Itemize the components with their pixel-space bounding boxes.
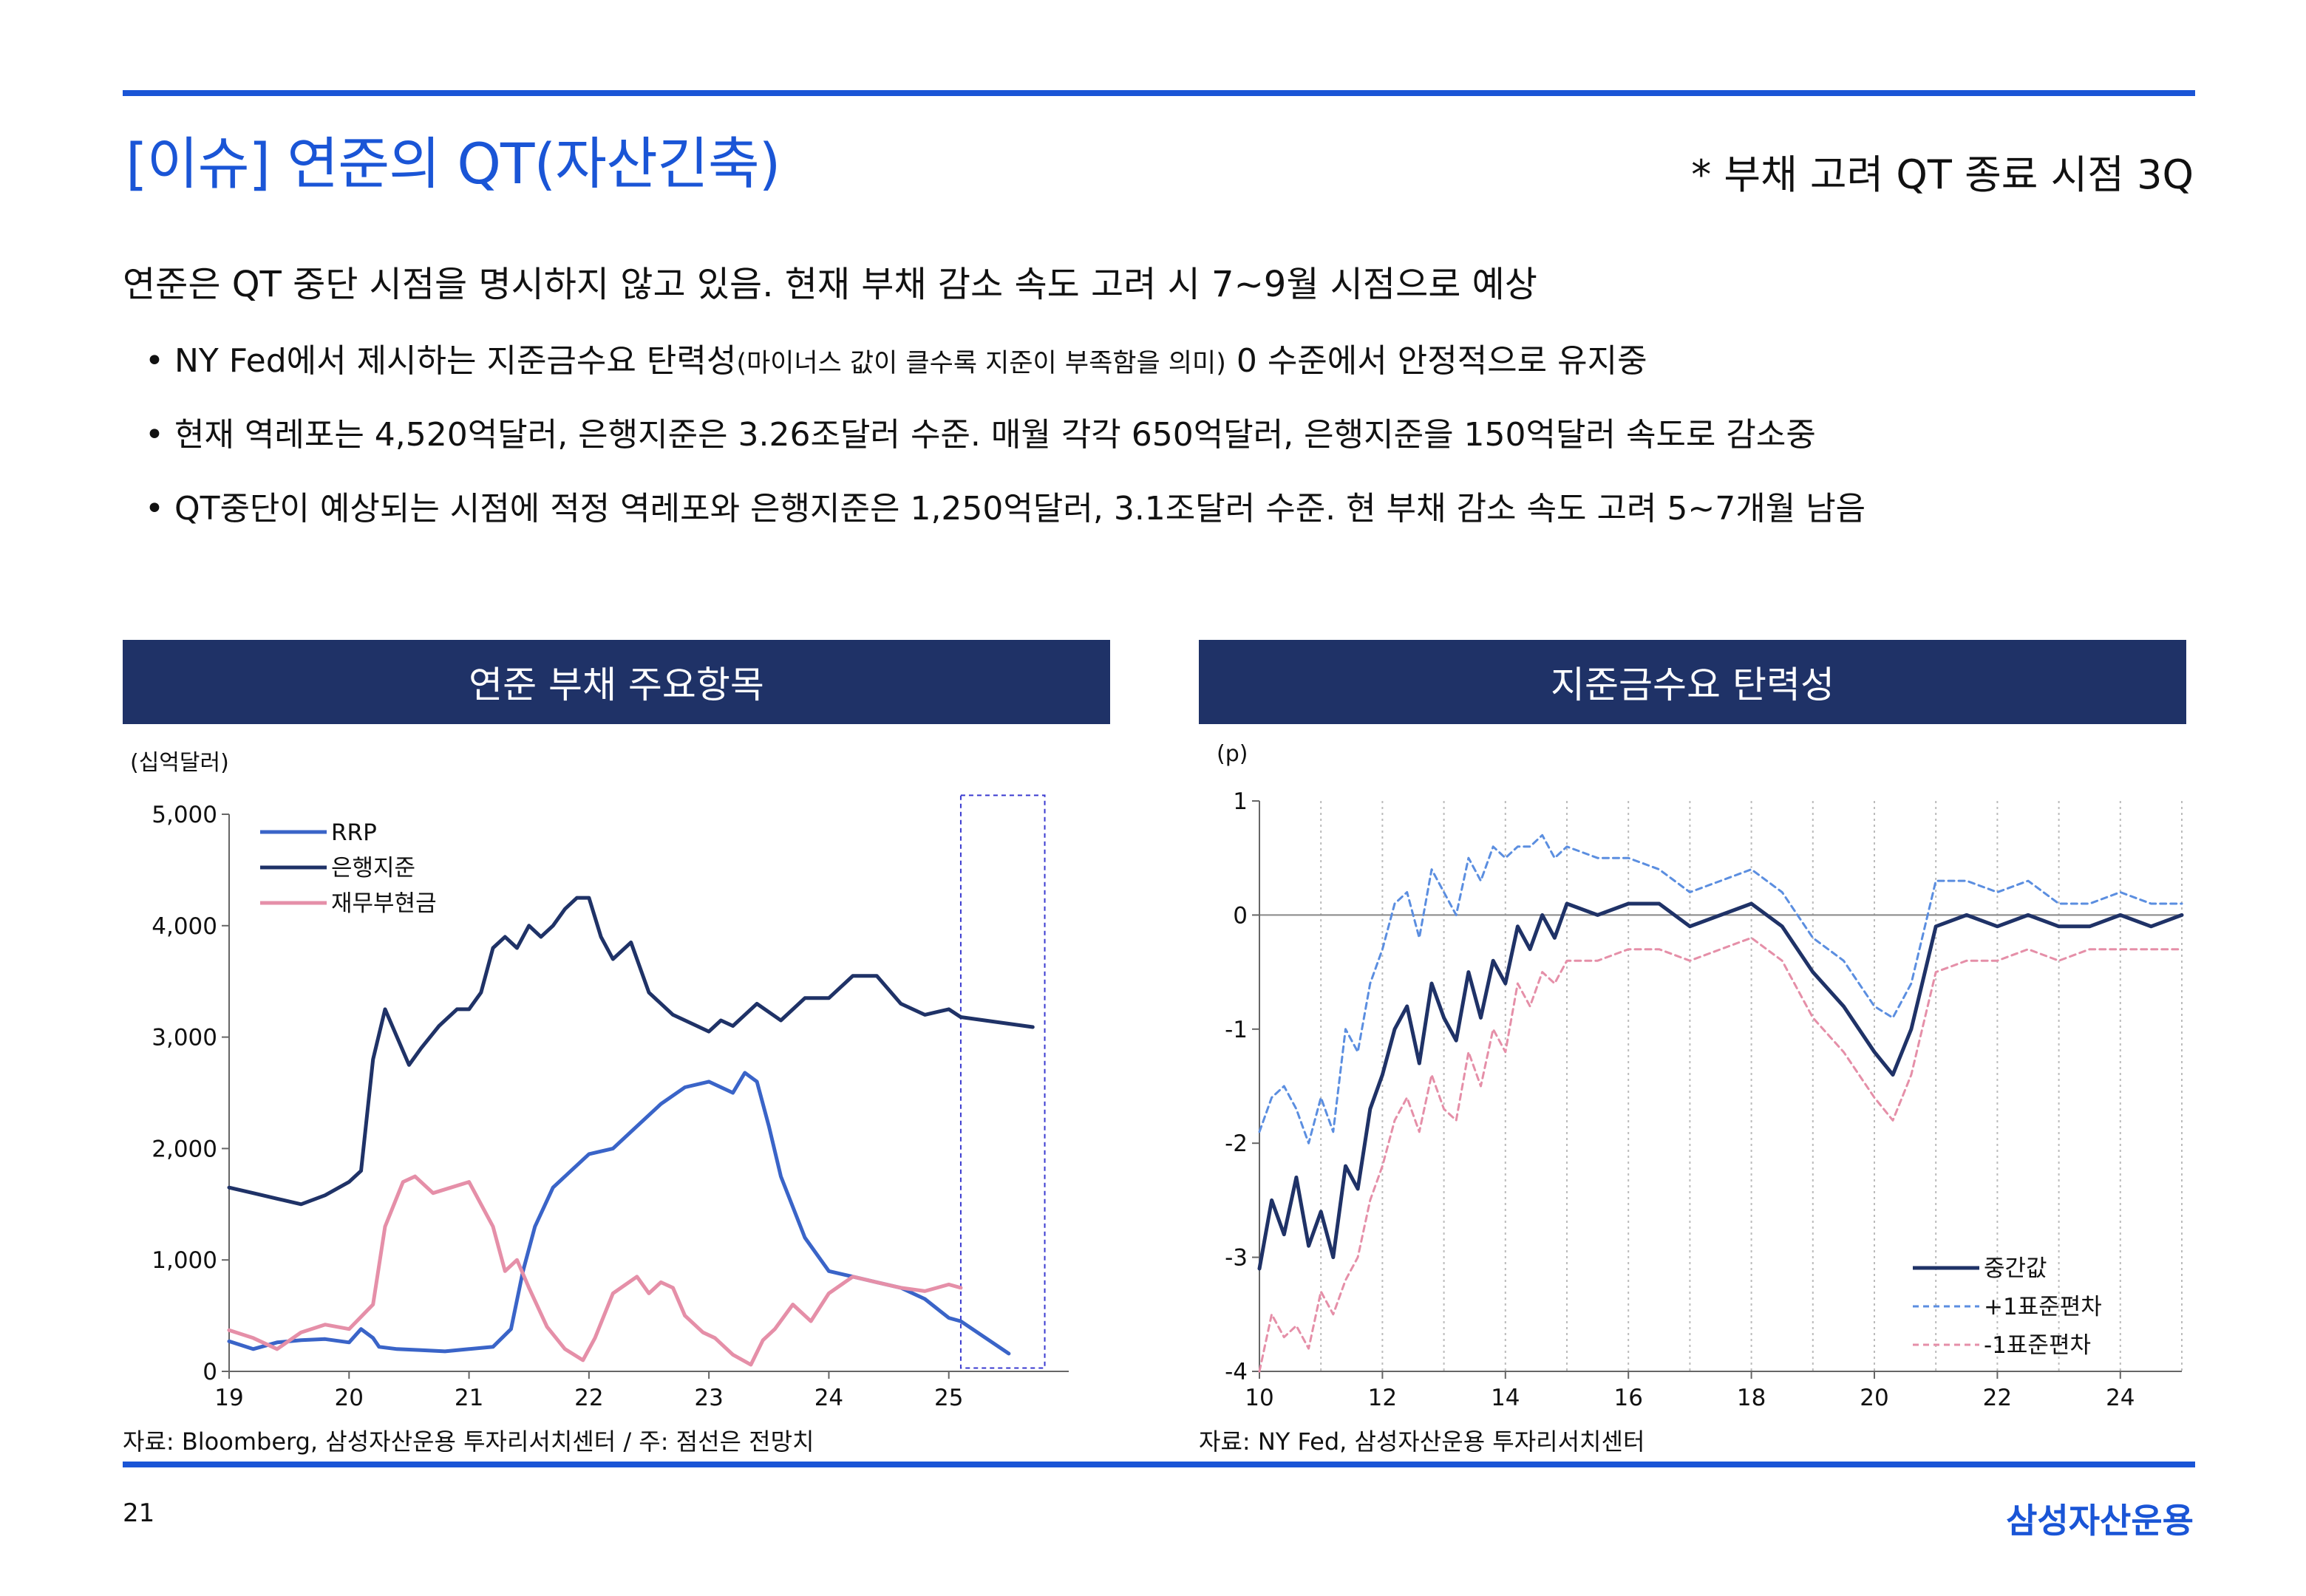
y-tick-label: 0 bbox=[203, 1359, 217, 1385]
x-tick-label: 14 bbox=[1491, 1385, 1520, 1411]
x-tick-label: 12 bbox=[1368, 1385, 1397, 1411]
tga-series-line bbox=[227, 1174, 963, 1367]
legend-label: +1표준편차 bbox=[1984, 1294, 2102, 1320]
bullet-item: • NY Fed에서 제시하는 지준금수요 탄력성(마이너스 값이 클수록 지준… bbox=[145, 334, 1647, 381]
left-panel-title: 연준 부채 주요항목 bbox=[123, 640, 1110, 724]
left-source-note: 자료: Bloomberg, 삼성자산운용 투자리서치센터 / 주: 점선은 전… bbox=[123, 1428, 814, 1456]
bullet-item: • QT중단이 예상되는 시점에 적정 역레포와 은행지준은 1,250억달러,… bbox=[145, 490, 1866, 528]
page-subtitle: * 부채 고려 QT 종료 시점 3Q bbox=[1691, 151, 2194, 198]
y-tick-label: 2,000 bbox=[152, 1136, 217, 1162]
legend-label: -1표준편차 bbox=[1984, 1332, 2091, 1359]
median-series-line bbox=[1257, 901, 2184, 1271]
x-tick-label: 16 bbox=[1613, 1385, 1642, 1411]
y-tick-label: 4,000 bbox=[152, 913, 217, 940]
y-tick-label: 5,000 bbox=[152, 802, 217, 828]
forecast-box bbox=[959, 794, 1046, 1369]
x-tick-label: 25 bbox=[934, 1385, 963, 1411]
x-tick-label: 19 bbox=[214, 1385, 243, 1411]
right-panel-title: 지준금수요 탄력성 bbox=[1199, 640, 2186, 724]
x-tick-label: 20 bbox=[1860, 1385, 1888, 1411]
legend-label: RRP bbox=[331, 819, 377, 846]
x-tick-label: 22 bbox=[1983, 1385, 2012, 1411]
x-tick-label: 10 bbox=[1245, 1385, 1273, 1411]
y-tick-label: 3,000 bbox=[152, 1025, 217, 1051]
plus-sd-series-line bbox=[1258, 833, 2183, 1145]
reserve-demand-elasticity-chart: (p) -4 -3 -2 -1 0 1 10 12 14 16 18 20 22 24 중간값 +1표준편차 -1… bbox=[1217, 741, 2184, 1411]
rrp-series-line bbox=[227, 1071, 963, 1354]
right-source-note: 자료: NY Fed, 삼성자산운용 투자리서치센터 bbox=[1199, 1428, 1645, 1456]
y-tick-label: 0 bbox=[1233, 902, 1248, 929]
bullet-text: 0 수준에서 안정적으로 유지중 bbox=[1225, 342, 1647, 380]
page-title: [이슈] 연준의 QT(자산긴축) bbox=[126, 131, 780, 197]
x-tick-label: 23 bbox=[694, 1385, 723, 1411]
x-tick-label: 24 bbox=[2106, 1385, 2135, 1411]
y-tick-label: 1,000 bbox=[152, 1247, 217, 1274]
legend-label: 재무부현금 bbox=[331, 890, 437, 917]
minus-sd-series-line bbox=[1258, 936, 2183, 1373]
bullet-text: • NY Fed에서 제시하는 지준금수요 탄력성 bbox=[145, 342, 737, 380]
bullet-item: • 현재 역레포는 4,520억달러, 은행지준은 3.26조달러 수준. 매월… bbox=[145, 416, 1816, 454]
reserves-forecast-line bbox=[959, 1015, 1035, 1029]
summary-text: 연준은 QT 중단 시점을 명시하지 않고 있음. 현재 부채 감소 속도 고려… bbox=[123, 264, 1537, 305]
x-tick-label: 21 bbox=[455, 1385, 483, 1411]
y-tick-label: -1 bbox=[1225, 1017, 1248, 1043]
y-tick-label: -3 bbox=[1225, 1245, 1248, 1272]
bullet-note: (마이너스 값이 클수록 지준이 부족함을 의미) bbox=[736, 349, 1226, 378]
y-axis-unit-label: (p) bbox=[1217, 741, 1248, 767]
y-tick-label: -4 bbox=[1225, 1359, 1248, 1385]
page-number: 21 bbox=[123, 1498, 155, 1528]
legend-label: 중간값 bbox=[1984, 1255, 2047, 1282]
legend-label: 은행지준 bbox=[331, 855, 415, 881]
y-tick-label: 1 bbox=[1233, 788, 1248, 815]
y-axis-unit-label: (십억달러) bbox=[130, 750, 229, 776]
x-tick-label: 20 bbox=[335, 1385, 364, 1411]
x-tick-label: 22 bbox=[574, 1385, 603, 1411]
x-tick-label: 24 bbox=[814, 1385, 843, 1411]
x-tick-label: 18 bbox=[1737, 1385, 1766, 1411]
company-logo: 삼성자산운용 bbox=[2006, 1501, 2194, 1541]
reserves-series-line bbox=[227, 896, 963, 1207]
fed-liabilities-chart: (십억달러) 0 1,000 2,000 3,000 4,000 5,000 19 20 21 22… bbox=[130, 750, 1069, 1411]
bottom-rule bbox=[123, 1462, 2195, 1467]
top-rule bbox=[123, 90, 2195, 96]
y-tick-label: -2 bbox=[1225, 1130, 1248, 1157]
rrp-forecast-line bbox=[959, 1319, 1011, 1356]
